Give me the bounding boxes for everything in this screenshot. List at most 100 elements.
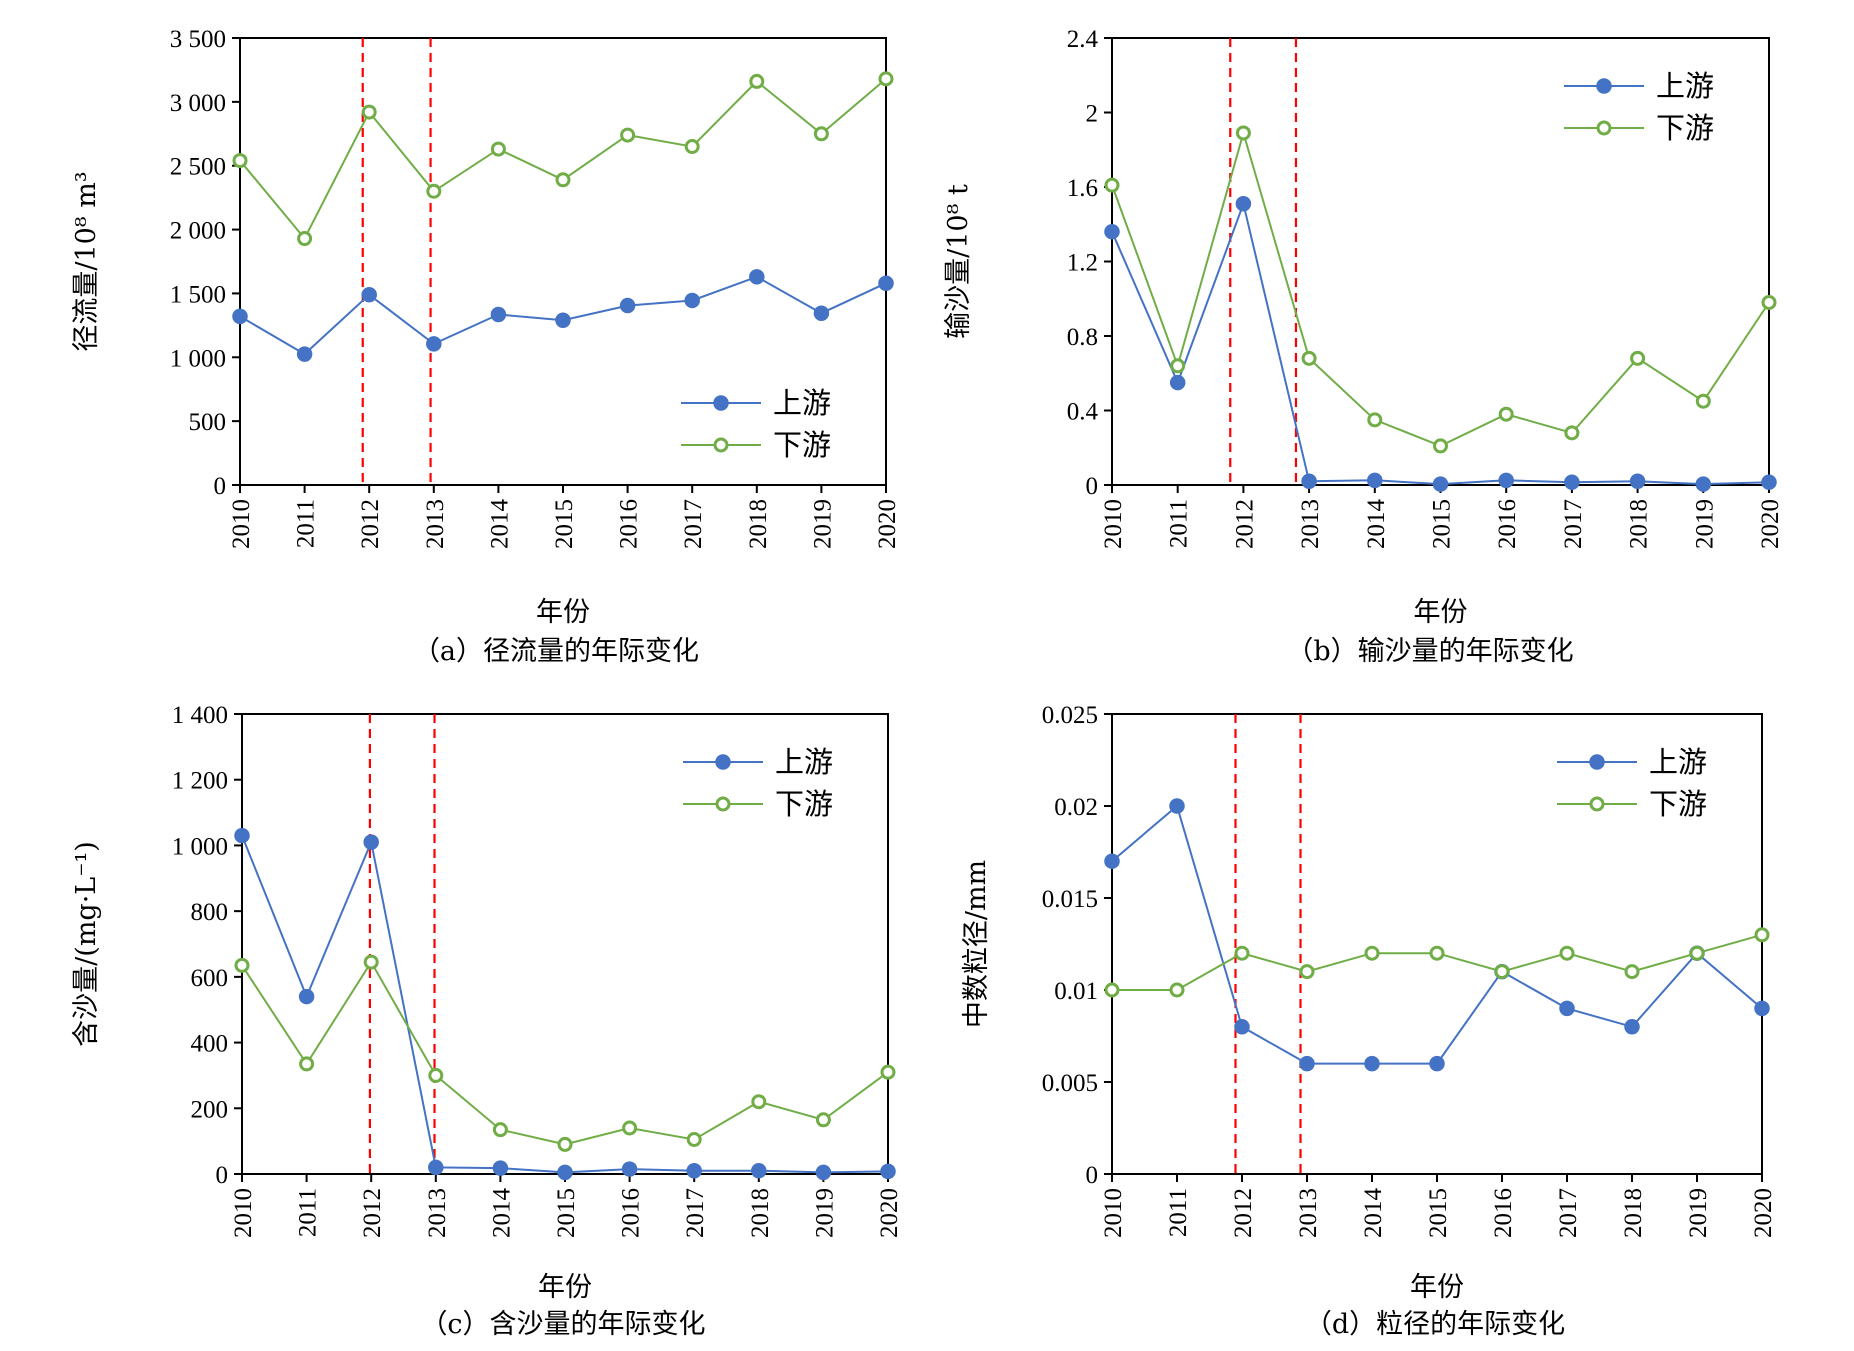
x-axis-title: 年份 <box>1410 1272 1464 1303</box>
data-point <box>749 269 765 285</box>
y-tick-label: 1 000 <box>170 345 226 372</box>
data-point <box>622 1120 638 1136</box>
legend-label: 下游 <box>775 787 833 821</box>
data-point <box>1367 412 1383 428</box>
data-point <box>1104 223 1120 240</box>
x-tick-label: 2017 <box>1555 1188 1582 1238</box>
legend-label: 下游 <box>1649 787 1707 821</box>
y-tick-label: 1 000 <box>172 833 228 860</box>
data-point <box>1629 473 1646 490</box>
data-point <box>1429 945 1445 961</box>
data-point <box>490 306 507 323</box>
y-tick-label: 0 <box>216 1162 229 1189</box>
panel-caption: （b）输沙量的年际变化 <box>1286 636 1573 667</box>
data-point <box>751 1162 767 1179</box>
y-tick-label: 400 <box>191 1031 229 1058</box>
legend-label: 上游 <box>1649 745 1707 779</box>
x-tick-label: 2011 <box>293 499 320 548</box>
chart-panel-b: 0 0.4 0.8 1.2 1.6 2 2.4 2010 2011 2012 2013 2014 201… <box>943 26 1784 667</box>
data-point <box>815 1112 831 1128</box>
x-tick-label: 2012 <box>359 1188 386 1238</box>
data-point <box>1695 393 1711 409</box>
data-point <box>1104 177 1120 193</box>
x-tick-label: 2013 <box>424 1188 451 1238</box>
legend-label: 上游 <box>773 386 831 420</box>
x-tick-label: 2014 <box>1360 1188 1387 1239</box>
x-tick-label: 2010 <box>1100 1188 1127 1238</box>
data-point <box>1498 406 1514 422</box>
x-tick-label: 2019 <box>1685 1188 1712 1238</box>
chart-panel-d: 0 0.005 0.01 0.015 0.02 0.025 2010 2011 2012 2013… <box>961 702 1777 1340</box>
series-downstream <box>1104 927 1770 998</box>
series-downstream <box>232 71 894 247</box>
y-tick-label: 2.4 <box>1067 26 1099 53</box>
data-point <box>1761 474 1777 490</box>
data-point <box>684 139 700 155</box>
y-tick-label: 0 <box>214 473 227 500</box>
data-point <box>880 1064 896 1080</box>
data-point <box>426 183 442 199</box>
data-point <box>1169 982 1185 998</box>
x-tick-label: 2020 <box>874 499 901 549</box>
chart-panel-c: 0 200 400 600 800 1 000 1 200 1 400 2010 2011 2012… <box>71 702 903 1340</box>
data-point <box>1761 294 1777 310</box>
data-point <box>1559 1000 1575 1017</box>
y-tick-label: 0.4 <box>1067 399 1099 426</box>
x-tick-label: 2015 <box>1429 499 1456 549</box>
x-axis-title: 年份 <box>536 597 590 628</box>
series-line <box>1112 933 1763 991</box>
y-tick-label: 3 500 <box>170 26 226 53</box>
data-point <box>555 312 571 328</box>
x-tick-label: 2016 <box>1494 499 1521 549</box>
legend-swatch-marker <box>1596 78 1612 94</box>
data-point <box>1624 964 1640 980</box>
x-tick-label: 2012 <box>357 499 384 549</box>
x-tick-label: 2015 <box>551 499 578 549</box>
y-tick-label: 1 200 <box>172 768 228 795</box>
legend-swatch-marker <box>715 754 731 770</box>
legend-label: 下游 <box>1656 111 1714 145</box>
x-tick-label: 2012 <box>1231 499 1258 549</box>
legend-swatch-marker <box>1596 120 1612 136</box>
data-point <box>1299 964 1315 980</box>
data-point <box>1170 358 1186 374</box>
data-point <box>1754 927 1770 943</box>
y-tick-label: 0.015 <box>1042 886 1098 913</box>
series-line <box>241 835 889 1174</box>
data-point <box>1559 945 1575 961</box>
x-tick-label: 2018 <box>745 499 772 549</box>
chart-panel-a: 0 500 1 000 1 500 2 000 2 500 3 000 3 500 2010 20… <box>71 26 901 667</box>
x-tick-label: 2020 <box>1750 1188 1777 1238</box>
data-point <box>492 1122 508 1138</box>
data-point <box>878 275 894 291</box>
data-point <box>1498 472 1514 489</box>
y-tick-label: 2 500 <box>170 154 226 181</box>
panel-caption: （c）含沙量的年际变化 <box>420 1309 705 1340</box>
data-point <box>298 988 315 1005</box>
legend-swatch-marker <box>1589 796 1605 812</box>
y-tick-label: 0 <box>1086 1162 1099 1189</box>
x-tick-label: 2014 <box>486 499 513 549</box>
data-point <box>1104 982 1120 998</box>
data-point <box>1624 1019 1640 1035</box>
data-point <box>557 1136 573 1152</box>
data-point <box>1169 374 1186 391</box>
x-tick-label: 2017 <box>680 499 707 549</box>
series-upstream <box>232 269 894 362</box>
data-point <box>686 1132 702 1147</box>
x-tick-label: 2014 <box>1363 499 1390 550</box>
x-tick-label: 2018 <box>747 1188 774 1238</box>
x-tick-label: 2013 <box>422 499 449 549</box>
data-point <box>813 305 830 321</box>
legend-label: 上游 <box>775 745 833 779</box>
legend-swatch-marker <box>715 796 731 812</box>
data-point <box>232 153 248 169</box>
x-tick-label: 2020 <box>1757 499 1784 549</box>
y-tick-label: 0.025 <box>1042 702 1098 729</box>
legend-swatch-marker <box>713 437 729 453</box>
data-point <box>1364 945 1380 961</box>
